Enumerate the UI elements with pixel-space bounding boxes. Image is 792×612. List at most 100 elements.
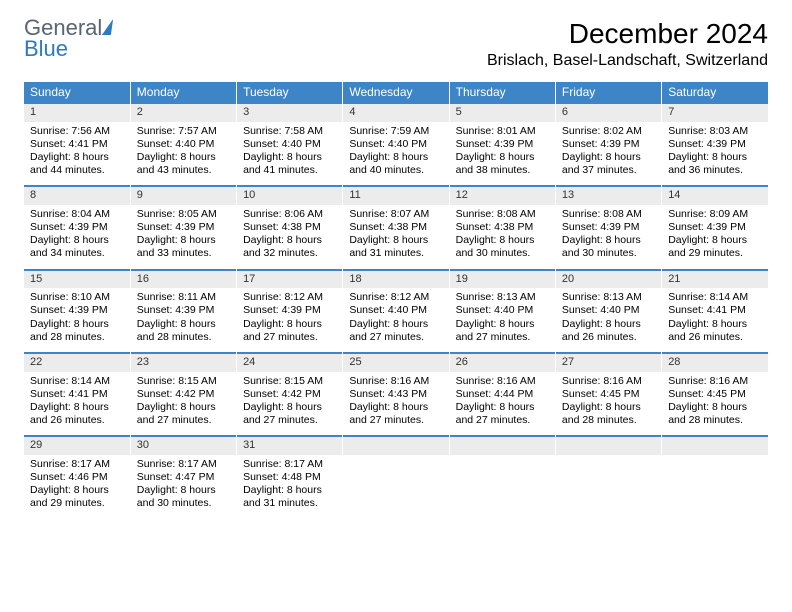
calendar-day-cell: 5Sunrise: 8:01 AMSunset: 4:39 PMDaylight… [449,102,555,185]
sunset-text: Sunset: 4:40 PM [456,304,549,317]
calendar-day-cell: 4Sunrise: 7:59 AMSunset: 4:40 PMDaylight… [343,102,449,185]
daylight-text: Daylight: 8 hours and 27 minutes. [456,318,549,344]
calendar-empty-cell [343,435,449,518]
day-body: Sunrise: 8:14 AMSunset: 4:41 PMDaylight:… [662,288,768,352]
calendar-day-cell: 10Sunrise: 8:06 AMSunset: 4:38 PMDayligh… [237,185,343,268]
sunset-text: Sunset: 4:39 PM [456,138,549,151]
calendar-day-cell: 13Sunrise: 8:08 AMSunset: 4:39 PMDayligh… [555,185,661,268]
daylight-text: Daylight: 8 hours and 29 minutes. [668,234,762,260]
sunrise-text: Sunrise: 8:12 AM [349,291,442,304]
calendar-day-cell: 29Sunrise: 8:17 AMSunset: 4:46 PMDayligh… [24,435,130,518]
daylight-text: Daylight: 8 hours and 31 minutes. [349,234,442,260]
sunrise-text: Sunrise: 8:08 AM [456,208,549,221]
day-body [556,455,661,511]
sunset-text: Sunset: 4:39 PM [562,138,655,151]
sunset-text: Sunset: 4:40 PM [137,138,230,151]
sunrise-text: Sunrise: 8:17 AM [137,458,230,471]
sunrise-text: Sunrise: 7:56 AM [30,125,124,138]
day-number: 19 [450,269,555,289]
daylight-text: Daylight: 8 hours and 36 minutes. [668,151,762,177]
sunrise-text: Sunrise: 8:15 AM [137,375,230,388]
sunrise-text: Sunrise: 8:13 AM [456,291,549,304]
calendar-day-cell: 8Sunrise: 8:04 AMSunset: 4:39 PMDaylight… [24,185,130,268]
daylight-text: Daylight: 8 hours and 26 minutes. [562,318,655,344]
weekday-header: Tuesday [237,82,343,102]
sunrise-text: Sunrise: 8:08 AM [562,208,655,221]
calendar-day-cell: 31Sunrise: 8:17 AMSunset: 4:48 PMDayligh… [237,435,343,518]
sunset-text: Sunset: 4:38 PM [349,221,442,234]
calendar-table: SundayMondayTuesdayWednesdayThursdayFrid… [24,82,768,518]
calendar-week-row: 8Sunrise: 8:04 AMSunset: 4:39 PMDaylight… [24,185,768,268]
day-body: Sunrise: 8:08 AMSunset: 4:38 PMDaylight:… [450,205,555,269]
sunrise-text: Sunrise: 8:05 AM [137,208,230,221]
day-number: 3 [237,102,342,122]
weekday-header: Sunday [24,82,130,102]
sunset-text: Sunset: 4:47 PM [137,471,230,484]
sunset-text: Sunset: 4:44 PM [456,388,549,401]
weekday-header: Friday [555,82,661,102]
day-number: 12 [450,185,555,205]
day-number: 7 [662,102,768,122]
sunset-text: Sunset: 4:43 PM [349,388,442,401]
sunrise-text: Sunrise: 8:13 AM [562,291,655,304]
daylight-text: Daylight: 8 hours and 28 minutes. [30,318,124,344]
day-body: Sunrise: 7:56 AMSunset: 4:41 PMDaylight:… [24,122,130,186]
sunrise-text: Sunrise: 8:14 AM [668,291,762,304]
sunset-text: Sunset: 4:39 PM [137,304,230,317]
daylight-text: Daylight: 8 hours and 28 minutes. [562,401,655,427]
sunrise-text: Sunrise: 8:10 AM [30,291,124,304]
sunset-text: Sunset: 4:45 PM [562,388,655,401]
day-number: 11 [343,185,448,205]
daylight-text: Daylight: 8 hours and 27 minutes. [456,401,549,427]
sunset-text: Sunset: 4:39 PM [137,221,230,234]
day-body: Sunrise: 8:01 AMSunset: 4:39 PMDaylight:… [450,122,555,186]
sunset-text: Sunset: 4:39 PM [562,221,655,234]
sunset-text: Sunset: 4:39 PM [30,221,124,234]
day-body: Sunrise: 8:06 AMSunset: 4:38 PMDaylight:… [237,205,342,269]
sunset-text: Sunset: 4:38 PM [456,221,549,234]
day-body: Sunrise: 8:09 AMSunset: 4:39 PMDaylight:… [662,205,768,269]
sunset-text: Sunset: 4:40 PM [349,138,442,151]
day-number: 10 [237,185,342,205]
sunset-text: Sunset: 4:45 PM [668,388,762,401]
sunrise-text: Sunrise: 8:04 AM [30,208,124,221]
calendar-day-cell: 24Sunrise: 8:15 AMSunset: 4:42 PMDayligh… [237,352,343,435]
day-body: Sunrise: 8:16 AMSunset: 4:45 PMDaylight:… [556,372,661,436]
daylight-text: Daylight: 8 hours and 28 minutes. [137,318,230,344]
day-body: Sunrise: 8:13 AMSunset: 4:40 PMDaylight:… [556,288,661,352]
day-body: Sunrise: 8:16 AMSunset: 4:43 PMDaylight:… [343,372,448,436]
weekday-header: Wednesday [343,82,449,102]
day-number: 9 [131,185,236,205]
calendar-day-cell: 18Sunrise: 8:12 AMSunset: 4:40 PMDayligh… [343,269,449,352]
calendar-day-cell: 22Sunrise: 8:14 AMSunset: 4:41 PMDayligh… [24,352,130,435]
daylight-text: Daylight: 8 hours and 26 minutes. [668,318,762,344]
day-body: Sunrise: 8:12 AMSunset: 4:40 PMDaylight:… [343,288,448,352]
day-body: Sunrise: 8:16 AMSunset: 4:45 PMDaylight:… [662,372,768,436]
sunset-text: Sunset: 4:41 PM [30,138,124,151]
sunset-text: Sunset: 4:39 PM [668,138,762,151]
sunset-text: Sunset: 4:40 PM [349,304,442,317]
day-body: Sunrise: 8:15 AMSunset: 4:42 PMDaylight:… [131,372,236,436]
calendar-week-row: 22Sunrise: 8:14 AMSunset: 4:41 PMDayligh… [24,352,768,435]
day-number: 6 [556,102,661,122]
day-body: Sunrise: 7:57 AMSunset: 4:40 PMDaylight:… [131,122,236,186]
day-number: 21 [662,269,768,289]
day-body: Sunrise: 8:17 AMSunset: 4:46 PMDaylight:… [24,455,130,519]
sunrise-text: Sunrise: 8:01 AM [456,125,549,138]
sunrise-text: Sunrise: 8:17 AM [243,458,336,471]
sunset-text: Sunset: 4:38 PM [243,221,336,234]
day-body: Sunrise: 8:08 AMSunset: 4:39 PMDaylight:… [556,205,661,269]
location-text: Brislach, Basel-Landschaft, Switzerland [487,52,768,70]
sunrise-text: Sunrise: 7:59 AM [349,125,442,138]
logo-sail-icon [102,19,113,35]
calendar-day-cell: 27Sunrise: 8:16 AMSunset: 4:45 PMDayligh… [555,352,661,435]
daylight-text: Daylight: 8 hours and 44 minutes. [30,151,124,177]
calendar-day-cell: 14Sunrise: 8:09 AMSunset: 4:39 PMDayligh… [662,185,768,268]
calendar-empty-cell [662,435,768,518]
day-body: Sunrise: 8:17 AMSunset: 4:48 PMDaylight:… [237,455,342,519]
sunrise-text: Sunrise: 8:03 AM [668,125,762,138]
calendar-day-cell: 7 Sunrise: 8:03 AMSunset: 4:39 PMDaylight… [662,102,768,185]
calendar-day-cell: 6Sunrise: 8:02 AMSunset: 4:39 PMDaylight… [555,102,661,185]
day-body: Sunrise: 8:11 AMSunset: 4:39 PMDaylight:… [131,288,236,352]
day-body: Sunrise: 8:07 AMSunset: 4:38 PMDaylight:… [343,205,448,269]
